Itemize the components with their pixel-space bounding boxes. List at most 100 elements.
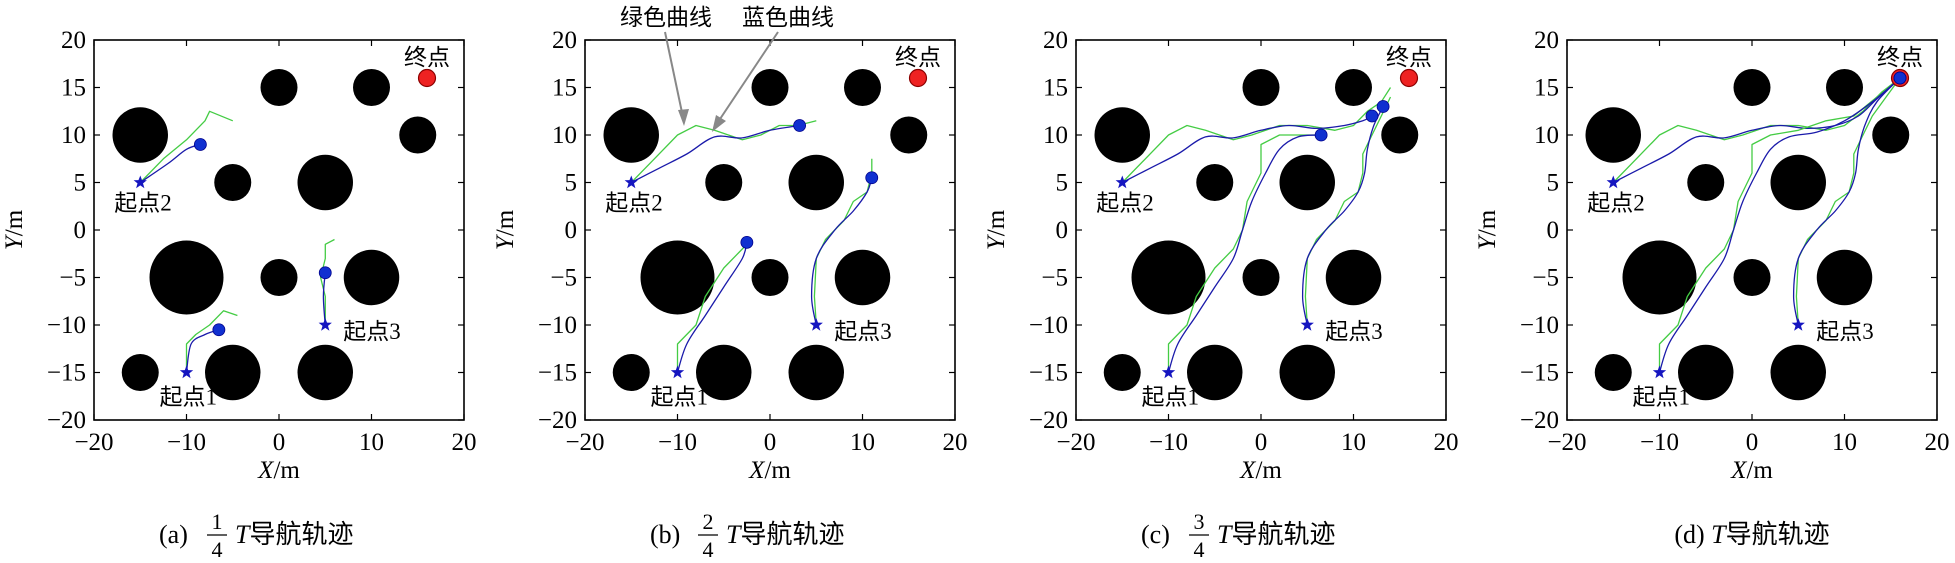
blue-curve-arrowhead [712,115,726,132]
y-tick-label: 5 [1056,170,1069,197]
obstacle-12 [1279,344,1335,401]
start-marker-3 [1791,318,1805,331]
y-tick-label: 10 [1534,122,1559,149]
obstacle-10 [1594,354,1632,391]
y-tick-label: 20 [61,27,86,54]
x-tick-label: −20 [1547,429,1586,456]
robot-marker-1 [193,138,207,151]
caption-text: 导航轨迹 [249,520,353,549]
y-tick-label: −10 [1520,312,1559,339]
x-axis-unit: /m [1255,457,1282,484]
caption-frac-denominator: 4 [703,537,714,562]
y-tick-label: 10 [61,122,86,149]
green-path-2 [185,310,238,373]
caption-T: T [726,520,742,549]
caption-T: T [1711,520,1727,549]
start-marker-2 [1652,365,1667,379]
x-tick-label: 10 [1832,429,1857,456]
start-label-2: 起点1 [160,385,218,410]
start-marker-3 [809,318,823,331]
x-tick-label: 0 [764,429,777,456]
obstacle-4 [890,116,928,154]
y-tick-label: −20 [47,407,86,434]
obstacle-10 [612,354,650,391]
y-tick-label: 5 [565,170,578,197]
y-tick-label: 10 [1043,122,1068,149]
obstacle-8 [1242,259,1280,296]
caption-text: (d) T导航轨迹 [1674,520,1829,549]
obstacle-4 [1381,116,1419,154]
x-tick-label: 10 [359,429,384,456]
goal-label: 终点 [1877,45,1923,70]
y-tick-label: −10 [538,312,577,339]
obstacle-9 [834,249,891,306]
goal-label: 终点 [895,45,941,70]
caption-suffix: T导航轨迹 [726,520,844,549]
y-tick-label: 0 [74,217,87,244]
caption-T: T [1217,520,1233,549]
obstacle-7 [149,240,224,315]
x-tick-label: −10 [1640,429,1679,456]
obstacle-9 [343,249,400,306]
obstacle-2 [260,69,298,106]
green-path-3 [1304,96,1392,326]
goal-label: 终点 [404,45,450,70]
y-axis-symbol: Y [1474,233,1501,250]
robot-marker-2 [1314,128,1328,142]
y-tick-label: −20 [1520,407,1559,434]
start-marker-2 [1161,365,1176,379]
caption: (b) 2 4 T导航轨迹 [650,509,844,562]
obstacle-1 [1094,107,1150,163]
obstacle-8 [751,259,789,296]
y-tick-label: 5 [1547,170,1560,197]
y-tick-label: −15 [1520,360,1559,387]
green-curve-annotation: 绿色曲线 [620,5,712,30]
green-path-1 [1612,77,1901,183]
obstacle-2 [1733,69,1771,106]
caption-prefix: (b) [650,520,680,549]
x-axis-unit: /m [1746,457,1773,484]
start-label-2: 起点1 [1633,385,1691,410]
y-tick-label: 20 [1043,27,1068,54]
start-label-2: 起点1 [651,385,709,410]
obstacle-5 [1196,164,1234,201]
y-tick-label: 15 [1043,75,1068,102]
y-axis-symbol: Y [492,233,519,250]
y-tick-label: 0 [1547,217,1560,244]
obstacle-1 [603,107,659,163]
caption-frac-numerator: 1 [212,509,223,534]
green-path-2 [1658,77,1901,373]
y-tick-label: 20 [552,27,577,54]
obstacle-1 [112,107,168,163]
green-curve-arrow [664,31,685,123]
y-tick-label: −15 [47,360,86,387]
obstacle-4 [399,116,437,154]
x-axis-label: X/m [1730,457,1773,484]
obstacle-7 [1622,240,1697,315]
obstacle-3 [353,69,390,106]
obstacle-11 [1678,344,1734,401]
robot-marker-2 [212,323,226,337]
x-tick-label: 0 [273,429,286,456]
x-axis-symbol: X [1239,457,1257,484]
y-axis-unit: /m [983,209,1010,236]
start-marker-2 [179,365,194,379]
robot-marker-1 [793,119,806,132]
x-tick-label: −10 [658,429,697,456]
obstacle-10 [121,354,159,391]
y-tick-label: 0 [1056,217,1069,244]
obstacle-4 [1872,116,1910,154]
y-axis-label: Y/m [983,209,1010,250]
y-axis-label: Y/m [1,209,28,250]
y-tick-label: −5 [550,265,577,292]
y-tick-label: 5 [74,170,87,197]
start-label-1: 起点2 [1096,191,1154,216]
caption-frac-numerator: 2 [703,509,714,534]
robot-marker-1 [1365,109,1379,123]
curve-annotations: 绿色曲线 蓝色曲线 [620,5,834,132]
